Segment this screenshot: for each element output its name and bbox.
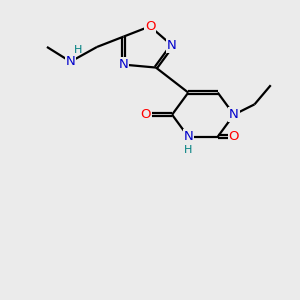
Text: H: H <box>184 145 193 155</box>
Text: O: O <box>229 130 239 143</box>
Text: N: N <box>118 58 128 71</box>
Text: O: O <box>140 108 151 121</box>
Text: O: O <box>145 20 155 33</box>
Text: N: N <box>229 108 239 121</box>
Text: N: N <box>167 39 177 52</box>
Text: N: N <box>183 130 193 143</box>
Text: N: N <box>66 55 75 68</box>
Text: H: H <box>74 45 82 55</box>
